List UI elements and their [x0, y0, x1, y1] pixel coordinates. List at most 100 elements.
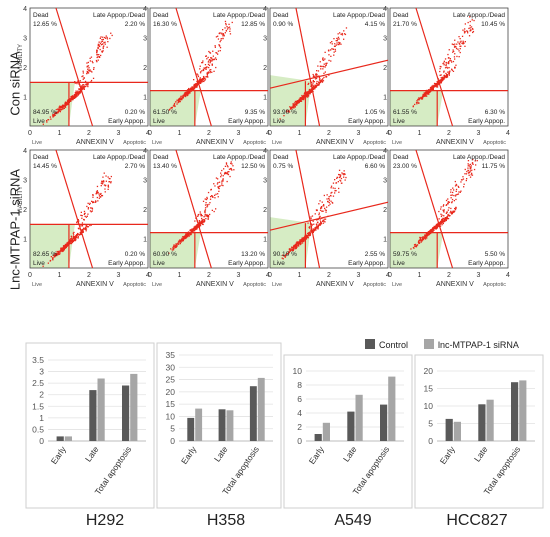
bar-control [89, 390, 97, 441]
scatter-point [186, 94, 188, 96]
flow-x-tick: 0 [28, 272, 32, 279]
scatter-point [453, 200, 455, 202]
quadrant-value-dead: 14.45 % [33, 163, 57, 170]
scatter-point [65, 246, 67, 248]
scatter-point [83, 213, 85, 215]
scatter-point [177, 240, 180, 242]
scatter-point [470, 29, 472, 32]
scatter-point [180, 239, 182, 242]
scatter-point [184, 94, 186, 96]
scatter-point [207, 218, 209, 220]
scatter-point [457, 193, 460, 195]
scatter-point [200, 78, 202, 81]
scatter-point [75, 95, 77, 97]
scatter-point [76, 234, 78, 236]
scatter-point [452, 49, 454, 51]
scatter-point [443, 75, 445, 77]
scatter-point [92, 194, 94, 196]
scatter-point [185, 236, 187, 238]
scatter-point [82, 86, 84, 88]
scatter-point [448, 67, 450, 69]
scatter-point [102, 46, 104, 48]
quadrant-label-dead: Dead [33, 12, 49, 19]
scatter-point [77, 80, 79, 82]
scatter-point [300, 97, 302, 99]
scatter-point [288, 111, 291, 113]
y-tick-label: 2.5 [32, 378, 44, 388]
scatter-point [211, 195, 213, 197]
scatter-point [442, 209, 444, 211]
scatter-point [299, 98, 302, 100]
scatter-point [203, 216, 205, 218]
y-tick-label: 1.5 [32, 401, 44, 411]
scatter-point [203, 77, 205, 79]
scatter-point [80, 211, 82, 213]
flow-x-live-label: Live [32, 140, 42, 146]
scatter-point [182, 238, 184, 240]
scatter-point [102, 176, 104, 178]
scatter-point [202, 220, 204, 222]
scatter-point [65, 103, 67, 106]
scatter-point [195, 228, 197, 231]
scatter-point [221, 184, 223, 186]
scatter-point [187, 91, 190, 93]
scatter-point [215, 177, 218, 179]
scatter-point [334, 179, 336, 181]
scatter-point [318, 213, 320, 216]
flow-y-tick: 1 [23, 237, 27, 244]
flow-panel-frame [389, 7, 509, 127]
scatter-point [413, 244, 416, 246]
scatter-point [196, 224, 199, 226]
scatter-point [302, 240, 304, 242]
flow-y-tick: 3 [23, 36, 27, 43]
scatter-point [451, 198, 454, 201]
scatter-point [101, 194, 103, 197]
scatter-point [98, 197, 100, 199]
scatter-point [187, 232, 189, 234]
y-tick-label: 2 [39, 390, 44, 400]
scatter-point [456, 55, 458, 58]
scatter-point [450, 207, 452, 210]
scatter-point [301, 237, 303, 239]
scatter-point [464, 31, 466, 33]
scatter-point [90, 211, 92, 213]
scatter-point [314, 85, 316, 87]
scatter-point [321, 210, 323, 212]
scatter-point [417, 101, 419, 103]
scatter-point [69, 99, 72, 101]
scatter-point [421, 240, 423, 242]
scatter-point [310, 223, 313, 225]
scatter-point [282, 254, 284, 256]
scatter-point [317, 228, 319, 230]
scatter-point [224, 172, 226, 175]
scatter-point [210, 69, 212, 71]
scatter-point [324, 221, 326, 223]
scatter-point [318, 212, 320, 214]
scatter-point [288, 109, 290, 112]
scatter-point [60, 249, 63, 251]
scatter-point [88, 67, 90, 69]
scatter-point [462, 29, 464, 31]
quadrant-value-live: 61.50 % [153, 109, 177, 116]
scatter-point [341, 32, 343, 35]
scatter-point [65, 245, 67, 247]
scatter-point [453, 50, 455, 53]
scatter-point [201, 220, 203, 222]
flow-x-live-label: Live [32, 282, 42, 288]
scatter-point [72, 96, 74, 98]
flow-y-tick: 2 [143, 207, 147, 214]
scatter-point [61, 249, 63, 252]
scatter-point [201, 81, 203, 83]
scatter-point [83, 210, 86, 213]
scatter-point [172, 105, 175, 107]
scatter-point [296, 103, 298, 105]
scatter-point [200, 71, 202, 73]
scatter-point [312, 220, 314, 222]
scatter-point [303, 98, 305, 101]
scatter-point [103, 181, 105, 183]
scatter-point [102, 50, 104, 52]
scatter-point [210, 196, 212, 198]
scatter-point [307, 96, 309, 98]
